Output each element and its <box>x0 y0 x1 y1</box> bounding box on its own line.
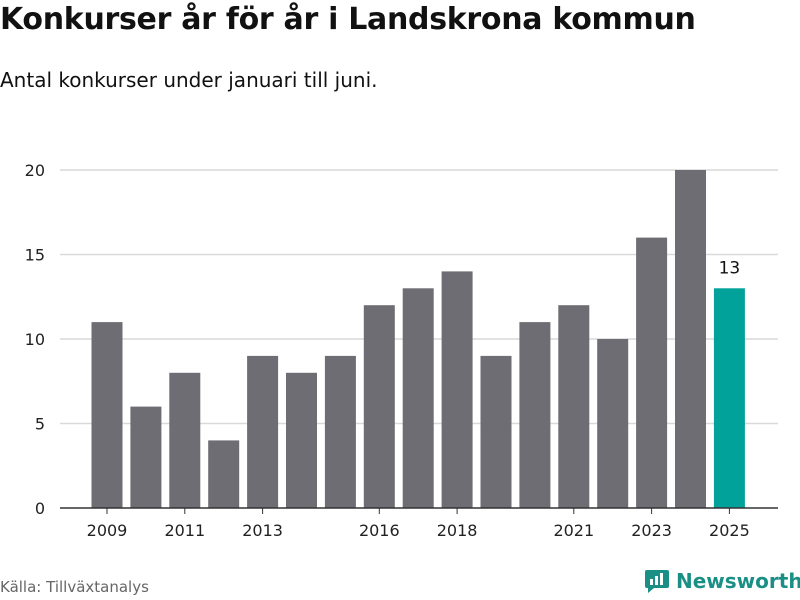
brand-logo[interactable]: Newsworthy <box>644 568 800 594</box>
bar-2016 <box>363 305 395 508</box>
y-tick-label: 20 <box>25 161 45 180</box>
x-tick-label: 2021 <box>553 521 594 540</box>
x-axis: 2009 2011 2013 2016 2018 2021 2023 2025 <box>60 507 778 540</box>
x-tick-label: 2016 <box>359 521 400 540</box>
y-tick-label: 0 <box>35 499 45 518</box>
x-tick-label: 2018 <box>437 521 478 540</box>
data-labels: 13 <box>719 258 741 278</box>
x-tick-label: 2013 <box>242 521 283 540</box>
bar-2014 <box>286 372 317 508</box>
data-label-2025: 13 <box>719 258 741 278</box>
bar-2025 <box>713 288 745 508</box>
bar-2024 <box>675 170 706 508</box>
bar-2013 <box>247 355 279 508</box>
bar-2023 <box>636 237 668 508</box>
bar-2020 <box>519 322 551 508</box>
bars <box>91 170 745 508</box>
chart-subtitle: Antal konkurser under januari till juni. <box>0 68 378 92</box>
y-tick-label: 15 <box>25 246 45 265</box>
bar-2019 <box>480 355 512 508</box>
y-axis-ticks: 0 5 10 15 20 <box>25 161 45 518</box>
x-tick-label: 2023 <box>631 521 672 540</box>
newsworthy-logo-icon <box>645 570 669 593</box>
bar-2011 <box>169 372 201 508</box>
brand-name: Newsworthy <box>676 569 800 593</box>
y-tick-label: 10 <box>25 330 45 349</box>
chart-title: Konkurser år för år i Landskrona kommun <box>0 2 696 37</box>
bar-2012 <box>208 440 240 508</box>
y-tick-label: 5 <box>35 415 45 434</box>
x-tick-label: 2025 <box>709 521 750 540</box>
bar-2010 <box>130 406 162 508</box>
x-tick-label: 2011 <box>164 521 205 540</box>
bar-2009 <box>91 322 123 508</box>
source-note: Källa: Tillväxtanalys <box>0 578 149 596</box>
bar-2022 <box>597 339 629 508</box>
bar-2018 <box>441 271 473 508</box>
x-tick-label: 2009 <box>87 521 128 540</box>
bar-2017 <box>402 288 434 508</box>
bar-2021 <box>558 305 590 508</box>
bar-2015 <box>324 355 356 508</box>
